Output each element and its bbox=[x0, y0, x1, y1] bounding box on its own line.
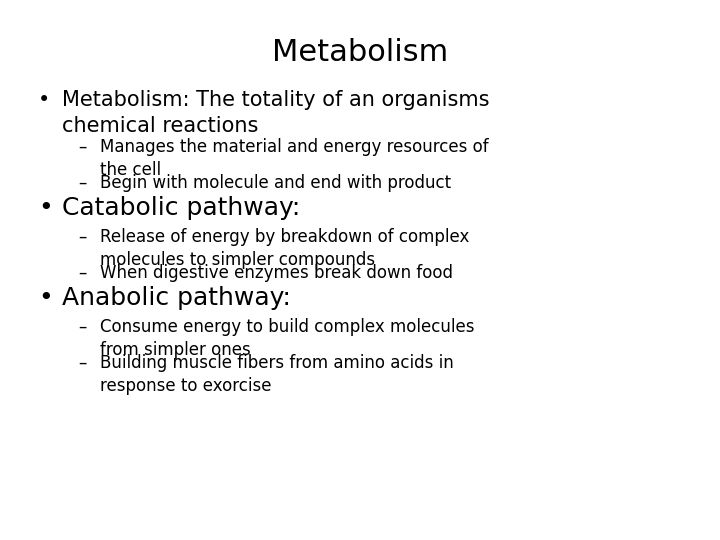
Text: Manages the material and energy resources of
the cell: Manages the material and energy resource… bbox=[100, 138, 489, 179]
Text: Anabolic pathway:: Anabolic pathway: bbox=[62, 286, 291, 310]
Text: –: – bbox=[78, 228, 86, 246]
Text: •: • bbox=[38, 286, 53, 310]
Text: –: – bbox=[78, 354, 86, 372]
Text: Consume energy to build complex molecules
from simpler ones: Consume energy to build complex molecule… bbox=[100, 318, 474, 359]
Text: –: – bbox=[78, 174, 86, 192]
Text: –: – bbox=[78, 318, 86, 336]
Text: •: • bbox=[38, 90, 50, 110]
Text: •: • bbox=[38, 196, 53, 220]
Text: Catabolic pathway:: Catabolic pathway: bbox=[62, 196, 300, 220]
Text: Metabolism: The totality of an organisms
chemical reactions: Metabolism: The totality of an organisms… bbox=[62, 90, 490, 136]
Text: –: – bbox=[78, 264, 86, 282]
Text: Building muscle fibers from amino acids in
response to exorcise: Building muscle fibers from amino acids … bbox=[100, 354, 454, 395]
Text: –: – bbox=[78, 138, 86, 156]
Text: Release of energy by breakdown of complex
molecules to simpler compounds: Release of energy by breakdown of comple… bbox=[100, 228, 469, 269]
Text: Begin with molecule and end with product: Begin with molecule and end with product bbox=[100, 174, 451, 192]
Text: When digestive enzymes break down food: When digestive enzymes break down food bbox=[100, 264, 453, 282]
Text: Metabolism: Metabolism bbox=[272, 38, 448, 67]
